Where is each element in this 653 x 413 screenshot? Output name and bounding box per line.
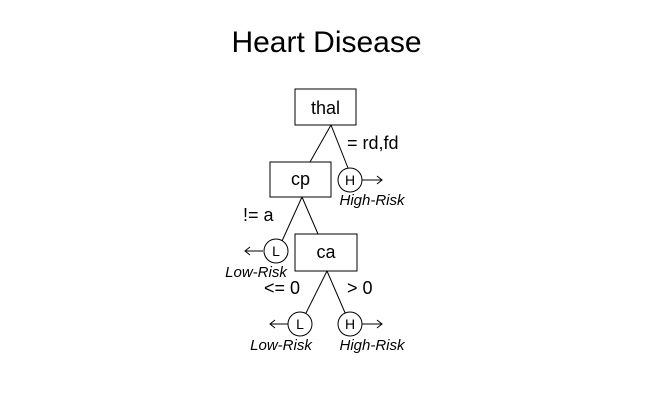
node-thal: thal xyxy=(294,88,357,126)
node-ca-label: ca xyxy=(316,242,336,262)
edge-label-thal-right: = rd,fd xyxy=(347,133,399,153)
arrow-left-icon xyxy=(269,319,288,329)
edge-label-ca-left: <= 0 xyxy=(264,278,300,298)
arrow-right-icon xyxy=(362,175,383,185)
edge-cp-ca xyxy=(301,196,319,235)
arrow-left-icon xyxy=(244,246,263,256)
edge-label-cp-left: != a xyxy=(243,205,275,225)
leaf-letter: H xyxy=(345,316,355,332)
edge-thal-high xyxy=(330,124,349,169)
arrow-right-icon xyxy=(362,319,383,329)
leaf-ca-left: L Low-Risk xyxy=(250,311,313,354)
node-cp: cp xyxy=(269,161,332,198)
edge-label-ca-right: > 0 xyxy=(347,278,373,298)
diagram-title: Heart Disease xyxy=(231,26,422,59)
leaf-letter: H xyxy=(345,172,355,188)
leaf-class-label: High-Risk xyxy=(339,192,406,209)
edge-thal-cp xyxy=(309,124,332,163)
node-ca: ca xyxy=(294,233,358,272)
leaf-letter: L xyxy=(296,316,304,332)
node-cp-label: cp xyxy=(291,169,310,189)
edge-ca-low xyxy=(304,270,328,316)
leaf-thal-right: H High-Risk xyxy=(337,167,406,209)
leaf-class-label: High-Risk xyxy=(339,337,406,354)
edge-ca-high xyxy=(326,270,347,316)
edge-cp-low xyxy=(281,196,303,242)
leaf-class-label: Low-Risk xyxy=(250,337,313,354)
leaf-class-label: Low-Risk xyxy=(225,264,288,281)
node-thal-label: thal xyxy=(311,98,340,118)
leaf-letter: L xyxy=(272,243,280,259)
leaf-cp-left: L Low-Risk xyxy=(225,238,289,281)
leaf-ca-right: H High-Risk xyxy=(337,311,406,354)
